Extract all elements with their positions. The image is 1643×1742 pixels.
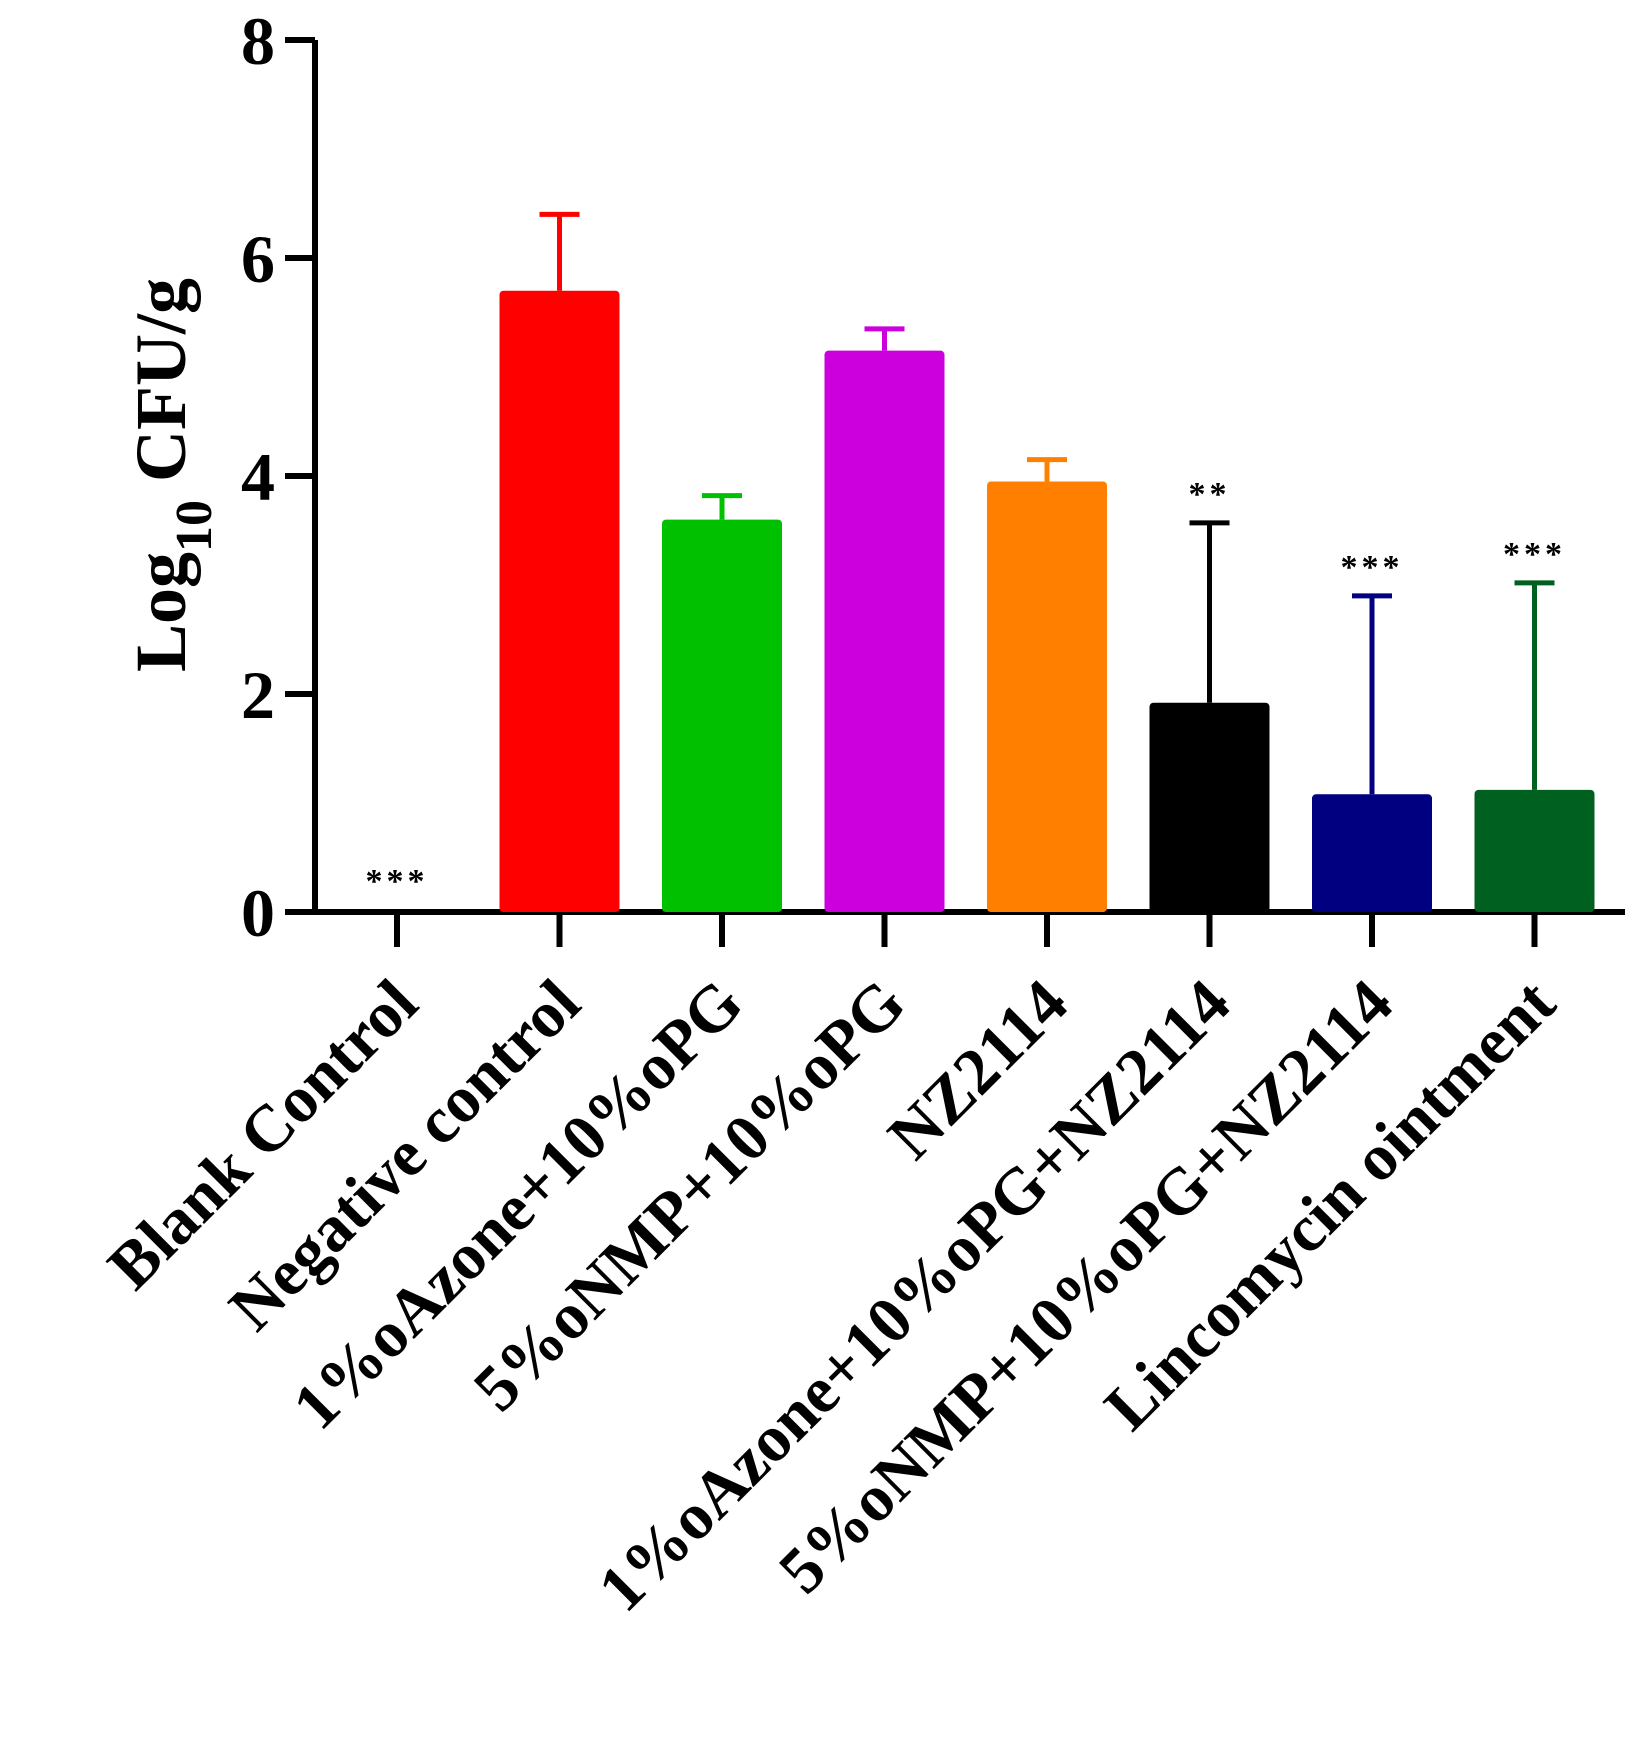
y-tick-label: 4 — [241, 439, 275, 515]
y-tick-label: 2 — [241, 657, 275, 733]
bar — [1149, 702, 1270, 912]
x-axis — [285, 909, 1625, 947]
bar — [987, 481, 1107, 912]
y-axis-title: Log10 CFU/g — [121, 278, 223, 672]
y-tick-label: 6 — [241, 221, 275, 297]
bar — [662, 519, 782, 912]
y-axis-title-text: Log10 CFU/g — [121, 278, 223, 672]
significance-label: ** — [1189, 476, 1231, 513]
bar — [1312, 794, 1432, 912]
bar — [824, 350, 945, 912]
significance-label: *** — [1503, 536, 1566, 573]
bar-series: ******** *** — [366, 211, 1595, 912]
bar — [499, 290, 620, 912]
significance-label: *** — [366, 863, 429, 900]
significance-label: *** — [1341, 549, 1404, 586]
y-title-suffix: CFU/g — [121, 278, 201, 500]
y-tick-label: 8 — [241, 3, 275, 79]
y-tick-label: 0 — [241, 875, 275, 951]
bar — [1474, 789, 1595, 912]
y-title-subscript: 10 — [166, 500, 223, 552]
y-axis: 0 2 4 6 8 — [241, 3, 318, 951]
y-title-prefix: Log — [121, 552, 201, 672]
